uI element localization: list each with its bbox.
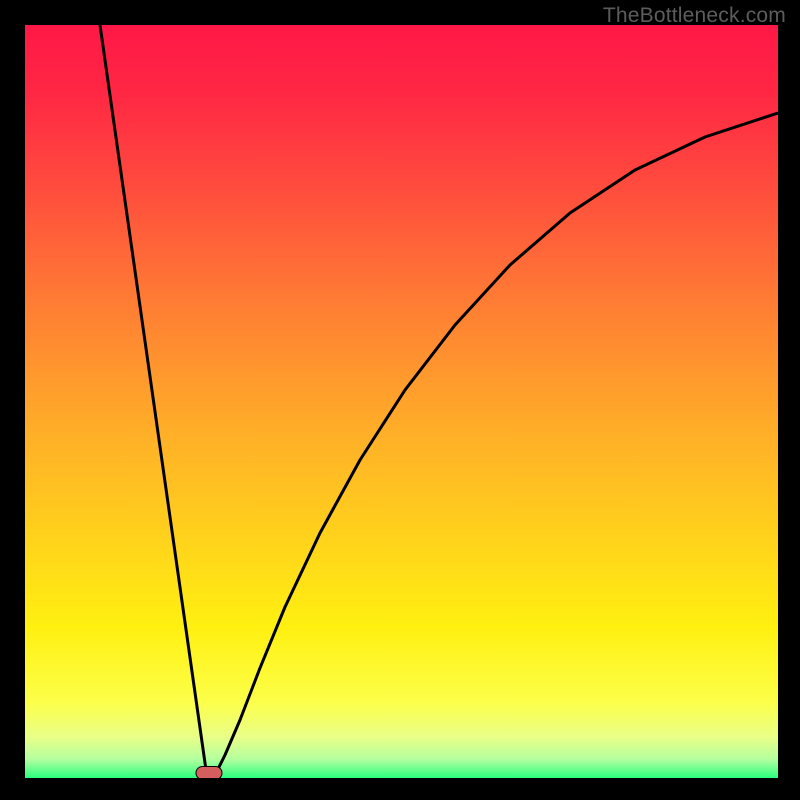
chart-plot-area — [25, 25, 778, 778]
chart-curve-layer — [25, 25, 778, 778]
minimum-marker — [196, 767, 222, 779]
bottleneck-curve — [100, 25, 778, 775]
